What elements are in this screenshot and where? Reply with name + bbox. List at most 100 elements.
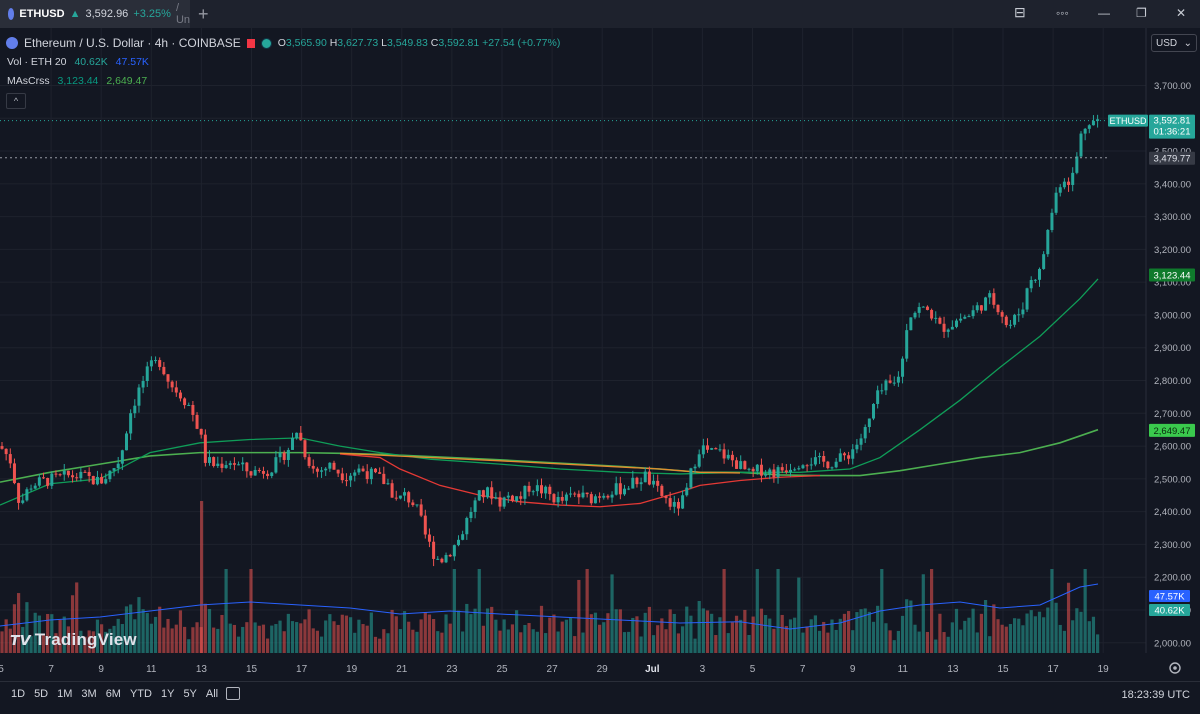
volume-bar <box>481 625 485 653</box>
flag-icon[interactable] <box>246 38 255 48</box>
time-tick-label: 21 <box>396 664 408 675</box>
more-options-icon[interactable]: ◦◦◦ <box>1056 6 1069 20</box>
volume-bar <box>427 614 432 653</box>
candle-body <box>457 539 460 546</box>
candle-body <box>789 469 792 473</box>
volume-bar <box>58 619 62 653</box>
instrument-title[interactable]: Ethereum / U.S. Dollar · 4h · COINBASE <box>24 36 241 50</box>
volume-bar <box>726 633 730 653</box>
candle-body <box>959 318 963 321</box>
price-tick-label: 2,200.00 <box>1154 573 1191 584</box>
volume-bar <box>286 613 290 653</box>
time-axis[interactable]: 5 7 9 11 13 15 17 19 21 23 25 27 29 Jul 3 5 7 9 11 13 15 17 19 <box>0 664 1109 675</box>
prev-close-label: 3,479.77 <box>1149 151 1195 165</box>
volume-bar <box>573 636 577 653</box>
candle-body <box>17 483 21 503</box>
candle-body <box>12 463 16 484</box>
candle-body <box>58 474 62 476</box>
range-1y[interactable]: 1Y <box>160 688 175 700</box>
volume-bar <box>477 569 481 653</box>
volume-bar <box>822 621 826 653</box>
price-tick-label: 2,000.00 <box>1154 638 1191 649</box>
chevron-down-icon: ⌄ <box>1183 38 1192 49</box>
time-tick-label: 19 <box>346 664 358 675</box>
volume-bar <box>357 619 361 653</box>
candle-body <box>245 462 249 472</box>
volume-bar <box>963 620 967 653</box>
volume-bar <box>253 622 257 653</box>
ma-cross-legend[interactable]: MAsCrss 3,123.44 2,649.47 <box>7 75 148 87</box>
candle-body <box>764 473 768 476</box>
close-button[interactable]: ✕ <box>1176 6 1187 20</box>
volume-bar <box>100 624 104 653</box>
ma-cross-orange-segment <box>339 452 741 474</box>
price-chart[interactable]: 3,700.003,600.003,500.003,400.003,300.00… <box>0 28 1200 681</box>
candle-body <box>664 495 668 499</box>
candle-body <box>602 495 606 498</box>
range-all[interactable]: All <box>205 688 219 700</box>
maximize-button[interactable]: ❐ <box>1136 6 1147 20</box>
volume-ma-label-text: 47.57K <box>1154 592 1185 603</box>
volume-bar <box>465 603 469 653</box>
collapse-legend-button[interactable]: ^ <box>6 93 26 109</box>
candle-body <box>755 464 759 472</box>
last-price-label <box>1149 114 1195 139</box>
candle-body <box>992 293 996 305</box>
volume-bar <box>1000 624 1004 653</box>
candle-body <box>33 485 37 489</box>
range-1m[interactable]: 1M <box>57 688 73 700</box>
volume-bar <box>390 609 394 653</box>
volume-bar <box>216 628 220 653</box>
candle-body <box>876 390 880 404</box>
volume-bar <box>236 636 241 653</box>
candle-body <box>295 432 299 438</box>
volume-bar <box>129 604 133 653</box>
minimize-button[interactable]: — <box>1098 6 1110 20</box>
range-5y[interactable]: 5Y <box>183 688 197 700</box>
volume-bar <box>54 633 58 653</box>
ma-fast-label: 3,123.44 <box>1149 268 1195 282</box>
candle-body <box>411 502 415 506</box>
range-1d[interactable]: 1D <box>11 688 26 700</box>
volume-bar <box>643 612 647 653</box>
range-ytd[interactable]: YTD <box>129 688 152 700</box>
price-tick-label: 2,600.00 <box>1154 442 1191 453</box>
utc-clock[interactable]: 18:23:39 UTC <box>1121 689 1190 701</box>
layout-icon[interactable]: ⊟ <box>1014 4 1026 20</box>
range-5d[interactable]: 5D <box>34 688 49 700</box>
volume-bar <box>614 609 618 653</box>
range-6m[interactable]: 6M <box>105 688 121 700</box>
volume-bars <box>0 501 1100 653</box>
candle-body <box>830 467 834 469</box>
volume-bar <box>983 599 988 653</box>
candle-body <box>1017 314 1021 316</box>
volume-bar <box>1025 613 1029 653</box>
candle-body <box>793 469 797 471</box>
candle-body <box>1042 254 1046 269</box>
price-tick-label: 2,900.00 <box>1154 343 1191 354</box>
volume-bar <box>456 610 461 653</box>
candle-body <box>1062 181 1066 188</box>
settings-icon[interactable] <box>1169 662 1181 674</box>
calendar-icon[interactable] <box>226 687 240 700</box>
currency-select[interactable]: USD ⌄ <box>1151 34 1197 52</box>
volume-bar <box>1004 626 1008 653</box>
volume-bar <box>1013 618 1017 653</box>
volume-bar <box>622 632 627 653</box>
volume-legend[interactable]: Vol · ETH 20 40.62K 47.57K <box>7 56 149 68</box>
ma-fast-label-text: 3,123.44 <box>1154 270 1191 281</box>
new-tab-button[interactable]: + <box>198 4 209 24</box>
volume-bar <box>959 629 963 653</box>
ma-slow-label: 2,649.47 <box>1149 423 1195 437</box>
price-tick-label: 3,000.00 <box>1154 310 1191 321</box>
chart-tab[interactable]: ETHUSD ▲ 3,592.96 +3.25% / Un <box>0 0 190 28</box>
volume-bar <box>631 617 635 653</box>
volume-bar <box>1066 582 1071 653</box>
volume-bar <box>1008 624 1013 653</box>
candle-body <box>842 453 846 456</box>
last-symbol-label: ETHUSD <box>1108 114 1148 127</box>
volume-bar <box>1071 620 1075 653</box>
candle-body <box>365 471 369 480</box>
candle-body <box>274 457 278 473</box>
range-3m[interactable]: 3M <box>81 688 97 700</box>
